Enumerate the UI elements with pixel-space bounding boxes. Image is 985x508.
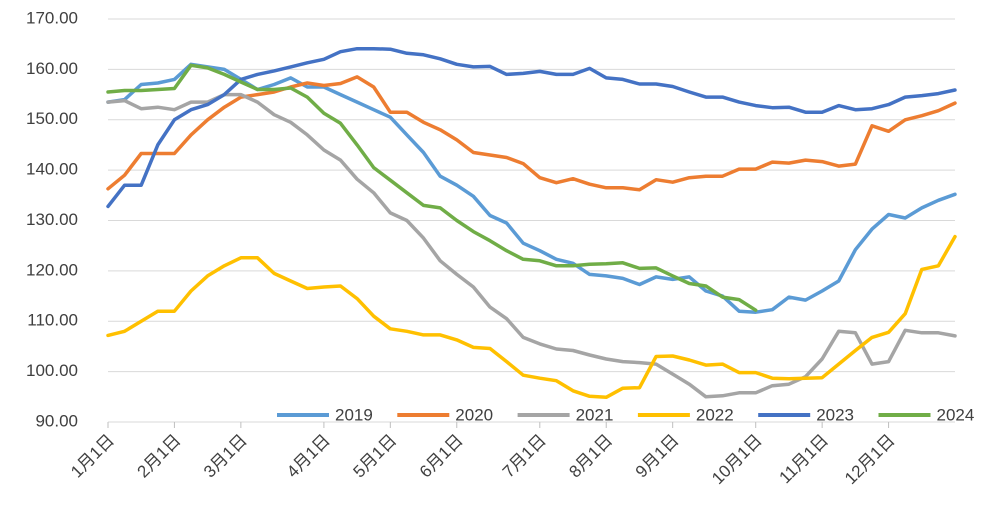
legend-label: 2023 (816, 405, 854, 424)
x-tick-label: 2月1日 (134, 431, 185, 482)
series-line (106, 234, 957, 400)
x-tick-label: 3月1日 (200, 431, 251, 482)
x-tick-label: 1月1日 (67, 431, 118, 482)
x-tick-label: 8月1日 (565, 431, 616, 482)
legend-label: 2024 (937, 405, 975, 424)
y-tick-label: 120.00 (26, 260, 78, 279)
x-tick-label: 10月1日 (708, 431, 766, 489)
x-tick-label: 12月1日 (841, 431, 899, 489)
x-tick-label: 11月1日 (775, 431, 832, 488)
legend-label: 2020 (455, 405, 493, 424)
y-tick-label: 170.00 (26, 8, 78, 27)
x-tick-label: 9月1日 (632, 431, 683, 482)
y-tick-label: 110.00 (27, 311, 78, 330)
legend-label: 2021 (576, 405, 614, 424)
y-tick-label: 140.00 (26, 160, 78, 179)
x-tick-label: 5月1日 (349, 431, 400, 482)
x-tick-label: 7月1日 (499, 431, 550, 482)
series-line (106, 75, 957, 192)
legend-label: 2022 (696, 405, 734, 424)
y-tick-label: 150.00 (26, 109, 78, 128)
series-line (106, 92, 957, 399)
y-tick-label: 90.00 (35, 411, 78, 430)
y-tick-label: 100.00 (26, 361, 78, 380)
y-tick-label: 160.00 (26, 59, 78, 78)
y-tick-label: 130.00 (26, 210, 78, 229)
legend-label: 2019 (335, 405, 373, 424)
series-line (106, 63, 758, 312)
x-tick-label: 4月1日 (283, 431, 334, 482)
x-tick-label: 6月1日 (416, 431, 467, 482)
series-line (106, 46, 957, 209)
